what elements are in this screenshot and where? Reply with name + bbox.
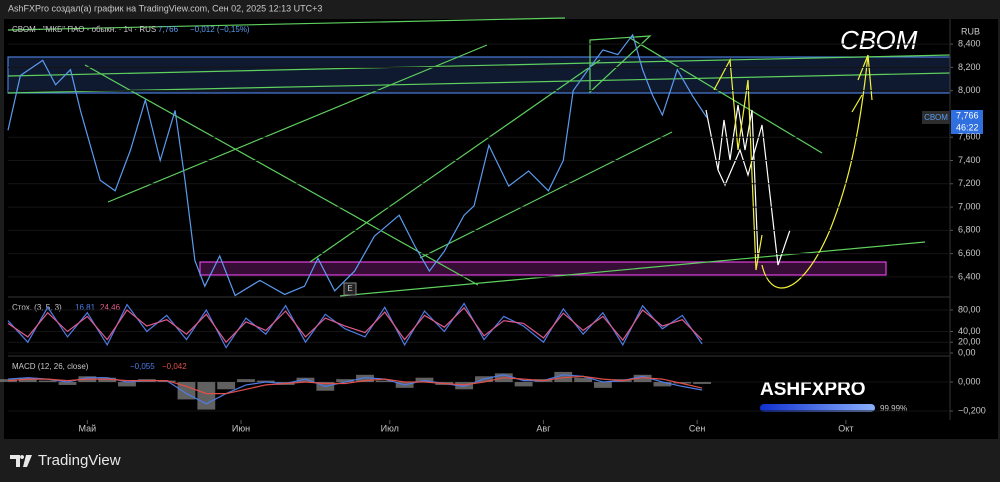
bar	[554, 371, 573, 383]
bar	[18, 377, 37, 383]
bar	[197, 382, 216, 410]
triangle	[589, 35, 652, 94]
bar	[177, 382, 196, 400]
panel-title: Стох. (3, 5, 3)	[12, 303, 62, 312]
bar	[693, 382, 712, 384]
trendline	[339, 241, 926, 297]
symbol-tag	[922, 111, 950, 124]
countdown: 46:22	[956, 122, 979, 132]
legend-value: 24,46	[100, 303, 121, 312]
bar	[58, 382, 77, 385]
bar	[594, 382, 612, 388]
panel-title: MACD (12, 26, close)	[12, 362, 89, 371]
y-tick-label: 0,000	[958, 376, 981, 386]
y-tick-label: 80,00	[958, 304, 981, 314]
y-tick-label: 7,200	[958, 178, 981, 188]
trendline	[419, 131, 673, 259]
bar	[633, 374, 652, 383]
bar	[237, 379, 255, 383]
bar	[455, 382, 474, 390]
x-tick-label: Окт	[838, 423, 853, 433]
bar	[98, 377, 117, 383]
x-tick-label: Сен	[689, 423, 706, 433]
series-line	[7, 33, 708, 297]
y-tick-label: 7,600	[958, 132, 981, 142]
price-label: 7,766	[956, 110, 979, 120]
bar	[415, 377, 434, 383]
bar	[157, 380, 176, 383]
y-tick-label: 6,800	[958, 225, 981, 235]
progress-bar	[760, 404, 875, 412]
arrow	[761, 54, 873, 289]
bar	[38, 380, 57, 383]
series-line	[7, 375, 703, 395]
y-tick-label: 7,400	[958, 155, 981, 165]
trendline	[84, 64, 479, 286]
footer-logo: TradingView	[38, 452, 121, 469]
bar	[217, 382, 236, 390]
x-tick-label: Июн	[232, 423, 250, 433]
y-tick-label: 40,00	[958, 326, 981, 336]
x-tick-label: Май	[79, 423, 97, 433]
trendline	[7, 72, 951, 94]
logo-icon	[10, 455, 32, 467]
bar	[356, 374, 374, 383]
bar	[653, 382, 672, 387]
brand: ASHFXPRO	[760, 379, 866, 400]
bar	[118, 382, 136, 387]
bar	[375, 380, 394, 383]
y-tick-label: 20,00	[958, 337, 981, 347]
progress-label: 99.99%	[880, 404, 907, 413]
legend-value: 16,81	[75, 303, 96, 312]
event-marker: E	[347, 284, 352, 293]
y-tick-label: 8,400	[958, 38, 981, 48]
y-tick-label: 8,200	[958, 62, 981, 72]
bar	[574, 377, 593, 383]
y-tick-label: 8,000	[958, 85, 981, 95]
legend-value: −0,042	[162, 362, 187, 371]
bar	[336, 379, 355, 383]
event-box	[343, 282, 357, 296]
x-tick-label: Авг	[536, 423, 551, 433]
y-tick-label: 0,00	[958, 347, 976, 357]
price-tag	[951, 110, 983, 134]
zone	[199, 261, 887, 276]
trendline	[7, 17, 566, 31]
change: −0,012 (−0,15%)	[190, 25, 250, 34]
y-tick-label: 7,000	[958, 201, 981, 211]
zone	[7, 56, 951, 94]
annotation: СВОМ	[840, 25, 918, 55]
bar	[514, 382, 533, 387]
arrow	[713, 57, 763, 271]
trendline	[7, 54, 951, 77]
arrow	[717, 124, 791, 266]
header-text: AshFXPro создал(а) график на TradingView…	[8, 3, 322, 13]
series-line	[7, 302, 703, 349]
legend-value: −0,055	[130, 362, 155, 371]
currency: RUB	[961, 26, 980, 36]
y-tick-label: 6,600	[958, 248, 981, 258]
trendline	[107, 44, 488, 203]
arrow	[851, 94, 863, 113]
series-line	[7, 306, 703, 344]
x-tick-label: Июл	[381, 423, 399, 433]
arrow	[705, 104, 759, 259]
drawings	[7, 17, 951, 297]
bar	[296, 377, 315, 383]
chart-title: СВОМ · "МКБ" ПАО - обыкн. · 1ч · RUS	[12, 25, 156, 34]
trendline	[629, 37, 823, 154]
last-value: 7,766	[158, 25, 179, 34]
y-tick-label: 6,400	[958, 271, 981, 281]
bar	[673, 382, 692, 384]
symbol-label: СВОМ	[924, 113, 948, 122]
y-tick-label: −0,200	[958, 405, 986, 415]
bar	[256, 380, 275, 383]
